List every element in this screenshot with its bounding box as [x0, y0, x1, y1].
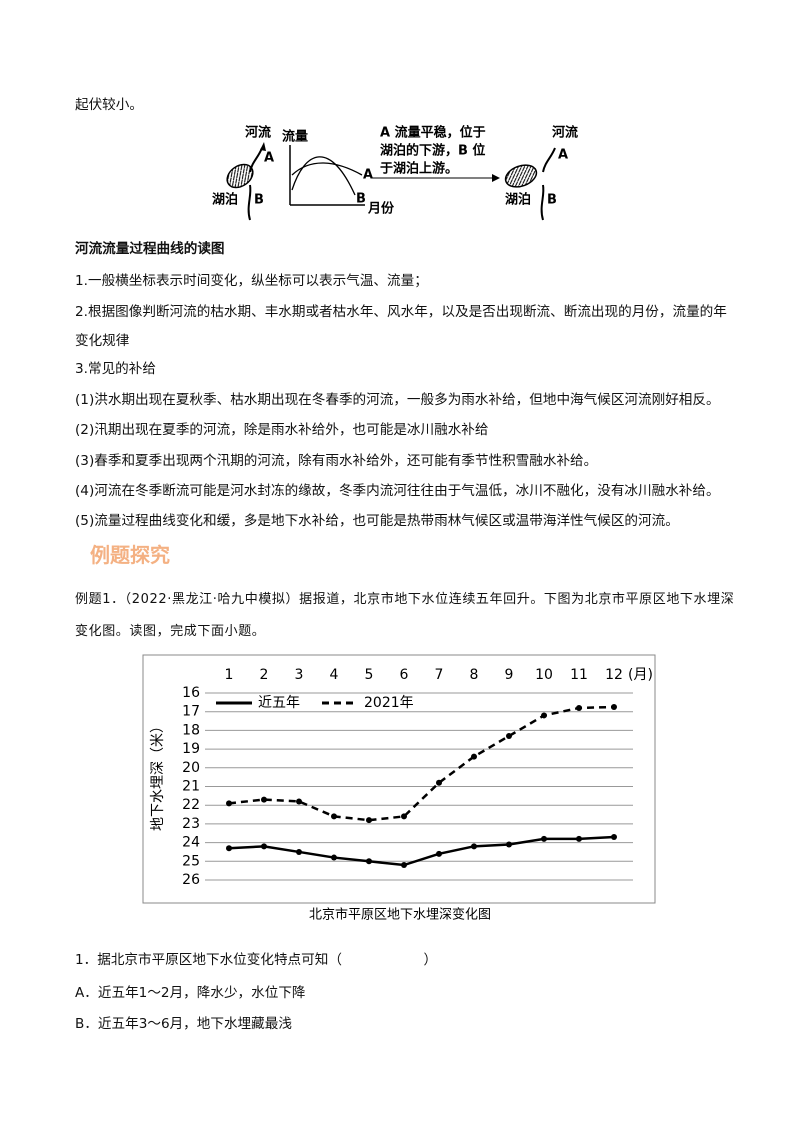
point	[226, 800, 232, 807]
note-line: 湖泊的下游，B 位	[380, 143, 485, 159]
y-tick-label: 23	[182, 816, 200, 832]
point	[296, 848, 302, 855]
arrow-head	[492, 174, 500, 182]
chart-frame	[142, 654, 656, 904]
option[interactable]: A．近五年1～2月，降水少，水位下降	[75, 985, 306, 1001]
y-tick-label: 17	[182, 704, 200, 720]
label: 河流	[552, 125, 578, 141]
paragraph: (3)春季和夏季出现两个汛期的河流，除有雨水补给外，还可能有季节性积雪融水补给。	[75, 453, 598, 469]
label: B	[254, 193, 264, 208]
x-tick-label: 3	[295, 667, 304, 683]
paragraph: (1)洪水期出现在夏秋季、枯水期出现在冬春季的河流，一般多为雨水补给，但地中海气…	[75, 392, 720, 408]
point	[261, 843, 267, 850]
label: 月份	[367, 201, 395, 217]
point	[296, 798, 302, 805]
point	[261, 796, 267, 803]
y-tick-label: 25	[182, 853, 200, 869]
label: A	[363, 168, 373, 183]
label: A	[264, 151, 274, 166]
paragraph: (5)流量过程曲线变化和缓，多是地下水补给，也可能是热带雨林气候区或温带海洋性气…	[75, 513, 679, 529]
paragraph: 2.根据图像判断河流的枯水期、丰水期或者枯水年、风水年，以及是否出现断流、断流出…	[75, 304, 727, 349]
y-tick-label: 22	[182, 797, 200, 813]
section-heading: 河流流量过程曲线的读图	[75, 241, 225, 257]
x-tick-label: 11	[570, 667, 588, 683]
point	[506, 733, 512, 740]
x-tick-label: 9	[505, 667, 514, 683]
point	[366, 858, 372, 865]
series-line	[228, 835, 615, 867]
example-heading: 例题探究	[90, 543, 170, 567]
paragraph: 1.一般横坐标表示时间变化，纵坐标可以表示气温、流量；	[75, 273, 428, 289]
x-tick-label: 12	[605, 667, 623, 683]
point	[401, 813, 407, 820]
point	[366, 817, 372, 824]
point	[436, 779, 442, 786]
y-tick-label: 16	[182, 685, 200, 701]
x-tick-label: 10	[535, 667, 553, 683]
intro-text: 起伏较小。	[75, 97, 143, 113]
point	[541, 712, 547, 719]
legend-label: 2021年	[364, 695, 414, 711]
point	[226, 845, 232, 852]
lake	[226, 163, 254, 189]
x-tick-label: 6	[400, 667, 409, 683]
point	[471, 843, 477, 850]
curve	[291, 156, 356, 196]
x-tick-label: 1	[225, 667, 234, 683]
note-line: A 流量平稳，位于	[380, 125, 486, 141]
curve	[291, 162, 363, 176]
chart-title: 北京市平原区地下水埋深变化图	[309, 907, 491, 923]
point	[576, 835, 582, 842]
point	[611, 704, 617, 711]
x-tick-label: 7	[435, 667, 444, 683]
label: B	[356, 192, 366, 207]
paragraph: (2)汛期出现在夏季的河流，除是雨水补给外，也可能是冰川融水补给	[75, 422, 489, 438]
option[interactable]: B．近五年3～6月，地下水埋藏最浅	[75, 1016, 292, 1032]
question-stem: 1．据北京市平原区地下水位变化特点可知（ ）	[75, 952, 438, 968]
lake	[504, 164, 538, 188]
point	[436, 850, 442, 857]
series-line	[228, 705, 615, 822]
example-intro: 例题1．（2022·黑龙江·哈九中模拟）据报道，北京市地下水位连续五年回升。下图…	[75, 592, 735, 639]
point	[611, 833, 617, 840]
label: B	[547, 193, 557, 208]
x-tick-label: 5	[365, 667, 374, 683]
note-line: 于湖泊上游。	[380, 161, 458, 177]
river	[542, 147, 556, 173]
point	[331, 813, 337, 820]
point	[506, 841, 512, 848]
y-tick-label: 20	[182, 760, 200, 776]
x-tick-label: 2	[260, 667, 269, 683]
point	[576, 704, 582, 711]
y-tick-label: 26	[182, 872, 200, 888]
y-tick-label: 24	[182, 835, 200, 851]
paragraph: (4)河流在冬季断流可能是河水封冻的缘故，冬季内流河往往由于气温低，冰川不融化，…	[75, 483, 720, 499]
x-tick-label: 8	[470, 667, 479, 683]
label: 河流	[245, 125, 271, 141]
river	[540, 184, 545, 221]
label: 湖泊	[505, 192, 531, 208]
y-tick-label: 19	[182, 741, 200, 757]
label: 湖泊	[212, 192, 238, 208]
y-tick-label: 21	[182, 779, 200, 795]
x-unit: (月)	[628, 667, 653, 683]
point	[331, 854, 337, 861]
arrow	[260, 142, 266, 151]
point	[401, 862, 407, 869]
legend-label: 近五年	[258, 695, 300, 711]
x-tick-label: 4	[330, 667, 339, 683]
label: 流量	[282, 129, 308, 145]
label: A	[558, 148, 568, 163]
y-axis-label: 地下水埋深（米）	[150, 719, 166, 831]
paragraph: 3.常见的补给	[75, 361, 156, 377]
y-tick-label: 18	[182, 722, 200, 738]
river	[247, 184, 252, 221]
point	[541, 835, 547, 842]
point	[471, 753, 477, 760]
